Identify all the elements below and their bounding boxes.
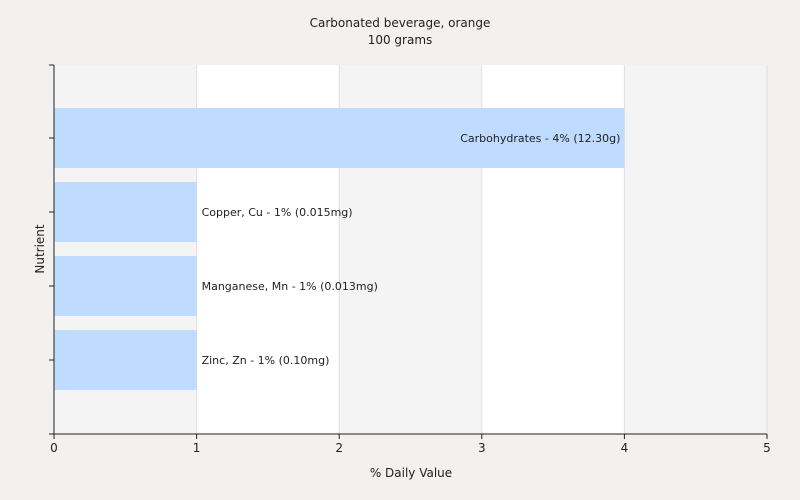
bar-label: Copper, Cu - 1% (0.015mg) (202, 206, 353, 219)
chart-subtitle: 100 grams (368, 33, 433, 47)
bar (54, 108, 625, 168)
chart-title: Carbonated beverage, orange (310, 16, 491, 30)
grid-band (624, 65, 767, 434)
bar-label: Zinc, Zn - 1% (0.10mg) (202, 354, 330, 367)
x-tick-label: 1 (193, 441, 201, 455)
x-tick-label: 5 (763, 441, 771, 455)
x-tick-label: 0 (50, 441, 58, 455)
y-axis-label: Nutrient (33, 224, 47, 274)
x-tick-label: 4 (621, 441, 629, 455)
x-tick-label: 2 (335, 441, 343, 455)
bar (54, 256, 197, 316)
x-axis-label: % Daily Value (370, 466, 452, 480)
bar-label: Manganese, Mn - 1% (0.013mg) (202, 280, 378, 293)
bar (54, 182, 197, 242)
x-tick-label: 3 (478, 441, 486, 455)
bar (54, 330, 197, 390)
bar-label: Carbohydrates - 4% (12.30g) (460, 132, 620, 145)
